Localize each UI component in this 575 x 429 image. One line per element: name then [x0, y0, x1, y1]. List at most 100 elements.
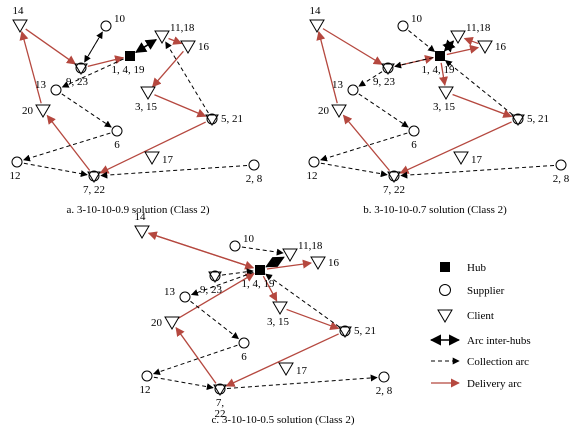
client-icon	[381, 63, 395, 75]
node-n1419	[255, 265, 265, 275]
node-label-n14: 14	[135, 211, 147, 223]
node-n10	[397, 20, 409, 32]
delivery-arc	[266, 259, 312, 270]
node-label-n1118: 11,18	[466, 22, 491, 34]
supplier-icon	[408, 125, 420, 137]
node-n17	[144, 151, 160, 165]
client-icon	[338, 326, 352, 338]
collection-arc	[190, 271, 254, 296]
collection-arc	[408, 30, 436, 53]
node-n16	[310, 256, 326, 270]
collection-arc	[190, 300, 240, 340]
client-icon	[35, 104, 51, 118]
inter-hub-arc	[265, 256, 285, 268]
node-n6	[408, 125, 420, 137]
client-icon	[154, 30, 170, 44]
collection-arc	[153, 376, 214, 391]
node-n10	[100, 20, 112, 32]
arcs	[147, 231, 378, 391]
node-label-n10: 10	[411, 13, 423, 25]
delivery-arc	[463, 37, 479, 46]
legend-client-icon	[437, 309, 453, 323]
collection-arc	[61, 93, 112, 128]
panel-b: 14 10 11,18 16 1, 4, 19 9, 23 13 3, 15 20 6 5, 21 1…	[307, 5, 570, 196]
node-label-n1419: 1, 4, 19	[112, 64, 146, 76]
caption-b: b. 3-10-10-0.7 solution (Class 2)	[363, 204, 507, 216]
client-icon	[74, 63, 88, 75]
client-icon	[272, 301, 288, 315]
node-n16	[477, 40, 493, 54]
node-n521	[511, 113, 525, 126]
hub-icon	[125, 51, 135, 61]
node-label-n13: 13	[332, 79, 344, 91]
node-n315	[438, 86, 454, 100]
hub-icon	[255, 265, 265, 275]
legend: Hub Supplier Client Arc inter-hubs Colle…	[429, 262, 531, 390]
legend-hub-label: Hub	[467, 262, 486, 274]
caption-a: a. 3-10-10-0.9 solution (Class 2)	[67, 204, 210, 216]
client-icon	[450, 30, 466, 44]
node-n923	[208, 270, 222, 283]
node-label-n14: 14	[13, 5, 25, 17]
node-n17	[453, 151, 469, 165]
node-label-n12: 12	[140, 384, 151, 396]
node-label-n16: 16	[495, 41, 507, 53]
delivery-arc	[286, 308, 340, 331]
node-label-n521: 5, 21	[221, 113, 243, 125]
collection-arc	[320, 132, 408, 162]
node-n10	[229, 240, 241, 252]
node-n923	[381, 62, 395, 75]
node-n521	[338, 325, 352, 338]
legend-client-label: Client	[467, 310, 494, 322]
delivery-arc	[316, 30, 338, 104]
supplier-icon	[229, 240, 241, 252]
legend-supplier-label: Supplier	[467, 285, 505, 297]
delivery-arc	[151, 50, 184, 88]
delivery-arc	[446, 44, 480, 56]
node-label-n315: 3, 15	[267, 316, 290, 328]
node-label-n315: 3, 15	[433, 101, 456, 113]
client-icon	[278, 362, 294, 376]
supplier-icon	[11, 156, 23, 168]
node-label-n20: 20	[22, 105, 34, 117]
collection-arc	[84, 31, 103, 63]
collection-arc	[400, 164, 555, 179]
supplier-icon	[378, 371, 390, 383]
client-icon	[282, 248, 298, 262]
node-label-n315: 3, 15	[135, 101, 158, 113]
delivery-arc	[439, 62, 448, 86]
node-label-n12: 12	[307, 170, 318, 182]
node-label-n16: 16	[328, 257, 340, 269]
node-n13	[347, 84, 359, 96]
delivery-arc	[154, 94, 207, 118]
node-label-n923: 9, 23	[373, 76, 396, 88]
node-label-n13: 13	[35, 79, 47, 91]
collection-arc	[444, 59, 513, 115]
delivery-arc	[87, 55, 125, 67]
supplier-icon	[141, 370, 153, 382]
node-n6	[238, 337, 250, 349]
node-label-n6: 6	[114, 139, 120, 151]
node-n20	[164, 316, 180, 330]
node-label-n28: 2, 8	[376, 385, 393, 397]
delivery-arc	[225, 333, 339, 387]
collection-arc	[320, 162, 388, 178]
node-label-n17: 17	[471, 154, 483, 166]
collection-arc	[23, 162, 88, 178]
collection-arc	[226, 374, 378, 389]
supplier-icon	[308, 156, 320, 168]
client-icon	[164, 316, 180, 330]
client-icon	[144, 151, 160, 165]
client-icon	[180, 40, 196, 54]
node-n1118	[450, 30, 466, 44]
node-n20	[331, 104, 347, 118]
node-n315	[140, 86, 156, 100]
client-icon	[331, 104, 347, 118]
node-n14	[12, 19, 28, 33]
supplier-icon	[50, 84, 62, 96]
client-icon	[438, 86, 454, 100]
inter-hub-arc	[134, 39, 158, 53]
client-icon	[87, 171, 101, 183]
